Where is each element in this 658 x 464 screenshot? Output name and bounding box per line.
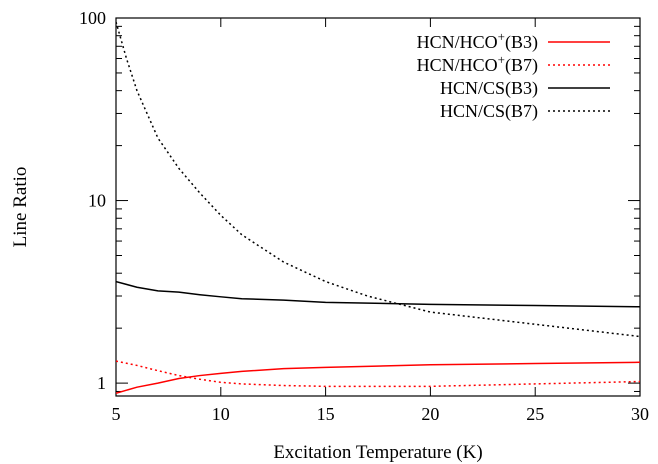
x-tick-label: 20 bbox=[421, 404, 439, 424]
x-tick-label: 5 bbox=[112, 404, 121, 424]
x-axis: 5 10 15 20 25 30 bbox=[112, 18, 649, 424]
x-axis-label: Excitation Temperature (K) bbox=[273, 442, 482, 463]
y-axis: 1 10 100 bbox=[79, 8, 640, 393]
y-tick-label: 10 bbox=[88, 191, 106, 211]
x-tick-label: 10 bbox=[212, 404, 230, 424]
legend: HCN/HCO+(B3)HCN/HCO+(B7)HCN/CS(B3)HCN/CS… bbox=[417, 29, 610, 122]
series-lines bbox=[116, 21, 640, 394]
legend-label-1: HCN/HCO+(B3) bbox=[417, 29, 538, 53]
y-tick-label: 100 bbox=[79, 8, 106, 28]
series-line-3 bbox=[116, 280, 640, 308]
y-axis-label: Line Ratio bbox=[10, 167, 31, 248]
x-tick-label: 25 bbox=[526, 404, 544, 424]
x-tick-label: 30 bbox=[631, 404, 649, 424]
plot-frame bbox=[115, 17, 641, 397]
series-line-4 bbox=[116, 21, 640, 338]
legend-label-3: HCN/CS(B3) bbox=[440, 78, 538, 99]
y-tick-label: 1 bbox=[97, 373, 106, 393]
series-line-1 bbox=[116, 361, 640, 394]
legend-label-2: HCN/HCO+(B7) bbox=[417, 52, 538, 76]
legend-label-4: HCN/CS(B7) bbox=[440, 101, 538, 122]
series-line-2 bbox=[116, 360, 640, 388]
x-tick-label: 15 bbox=[317, 404, 335, 424]
plot-border bbox=[115, 17, 641, 397]
